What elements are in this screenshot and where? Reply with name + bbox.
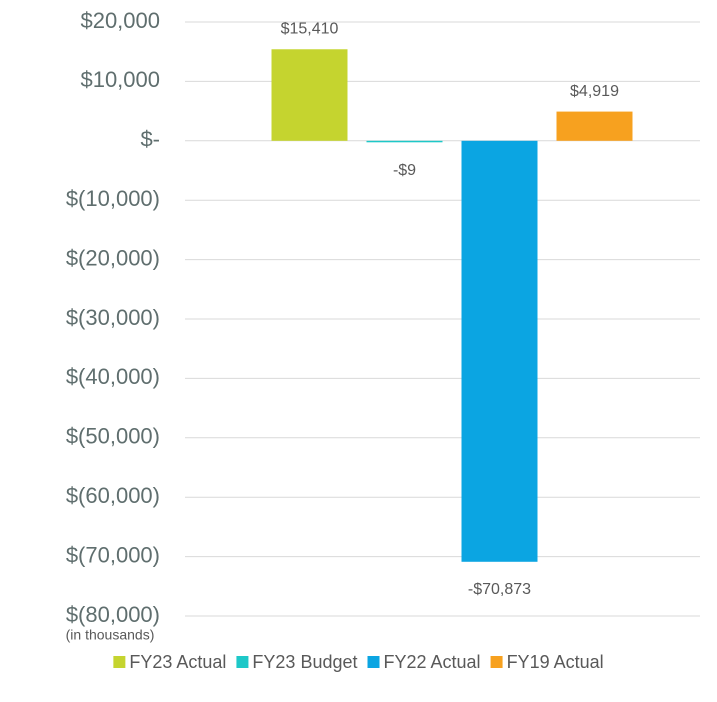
- y-tick-label: $-: [140, 127, 160, 152]
- y-tick-label: $(10,000): [66, 186, 160, 211]
- legend-item: FY19 Actual: [490, 652, 604, 672]
- legend-swatch: [490, 656, 503, 668]
- legend-label: FY19 Actual: [507, 652, 604, 672]
- data-label: -$70,873: [468, 581, 531, 598]
- y-tick-label: $10,000: [80, 67, 160, 92]
- legend-item: FY23 Actual: [113, 652, 226, 672]
- y-tick-label: $(60,000): [66, 483, 160, 508]
- bar: [271, 49, 348, 141]
- bar: [461, 140, 538, 562]
- annotation: (in thousands): [66, 627, 155, 643]
- legend-label: FY22 Actual: [384, 652, 481, 672]
- bar: [366, 140, 443, 143]
- y-tick-label: $20,000: [80, 8, 160, 33]
- y-tick-label: $(40,000): [66, 364, 160, 389]
- legend-label: FY23 Budget: [252, 652, 357, 672]
- y-tick-label: $(50,000): [66, 424, 160, 449]
- legend-item: FY23 Budget: [236, 652, 358, 672]
- bar: [556, 111, 633, 141]
- y-tick-label: $(70,000): [66, 542, 160, 567]
- legend-swatch: [113, 656, 126, 668]
- data-label: $4,919: [570, 83, 619, 100]
- y-tick-label: $(20,000): [66, 245, 160, 270]
- y-tick-label: $(30,000): [66, 305, 160, 330]
- data-label: $15,410: [281, 20, 339, 37]
- legend-swatch: [367, 656, 380, 668]
- legend-swatch: [236, 656, 249, 668]
- legend-item: FY22 Actual: [367, 652, 481, 672]
- y-tick-label: $(80,000): [66, 602, 160, 627]
- data-label: -$9: [393, 162, 416, 179]
- legend-label: FY23 Actual: [129, 652, 226, 672]
